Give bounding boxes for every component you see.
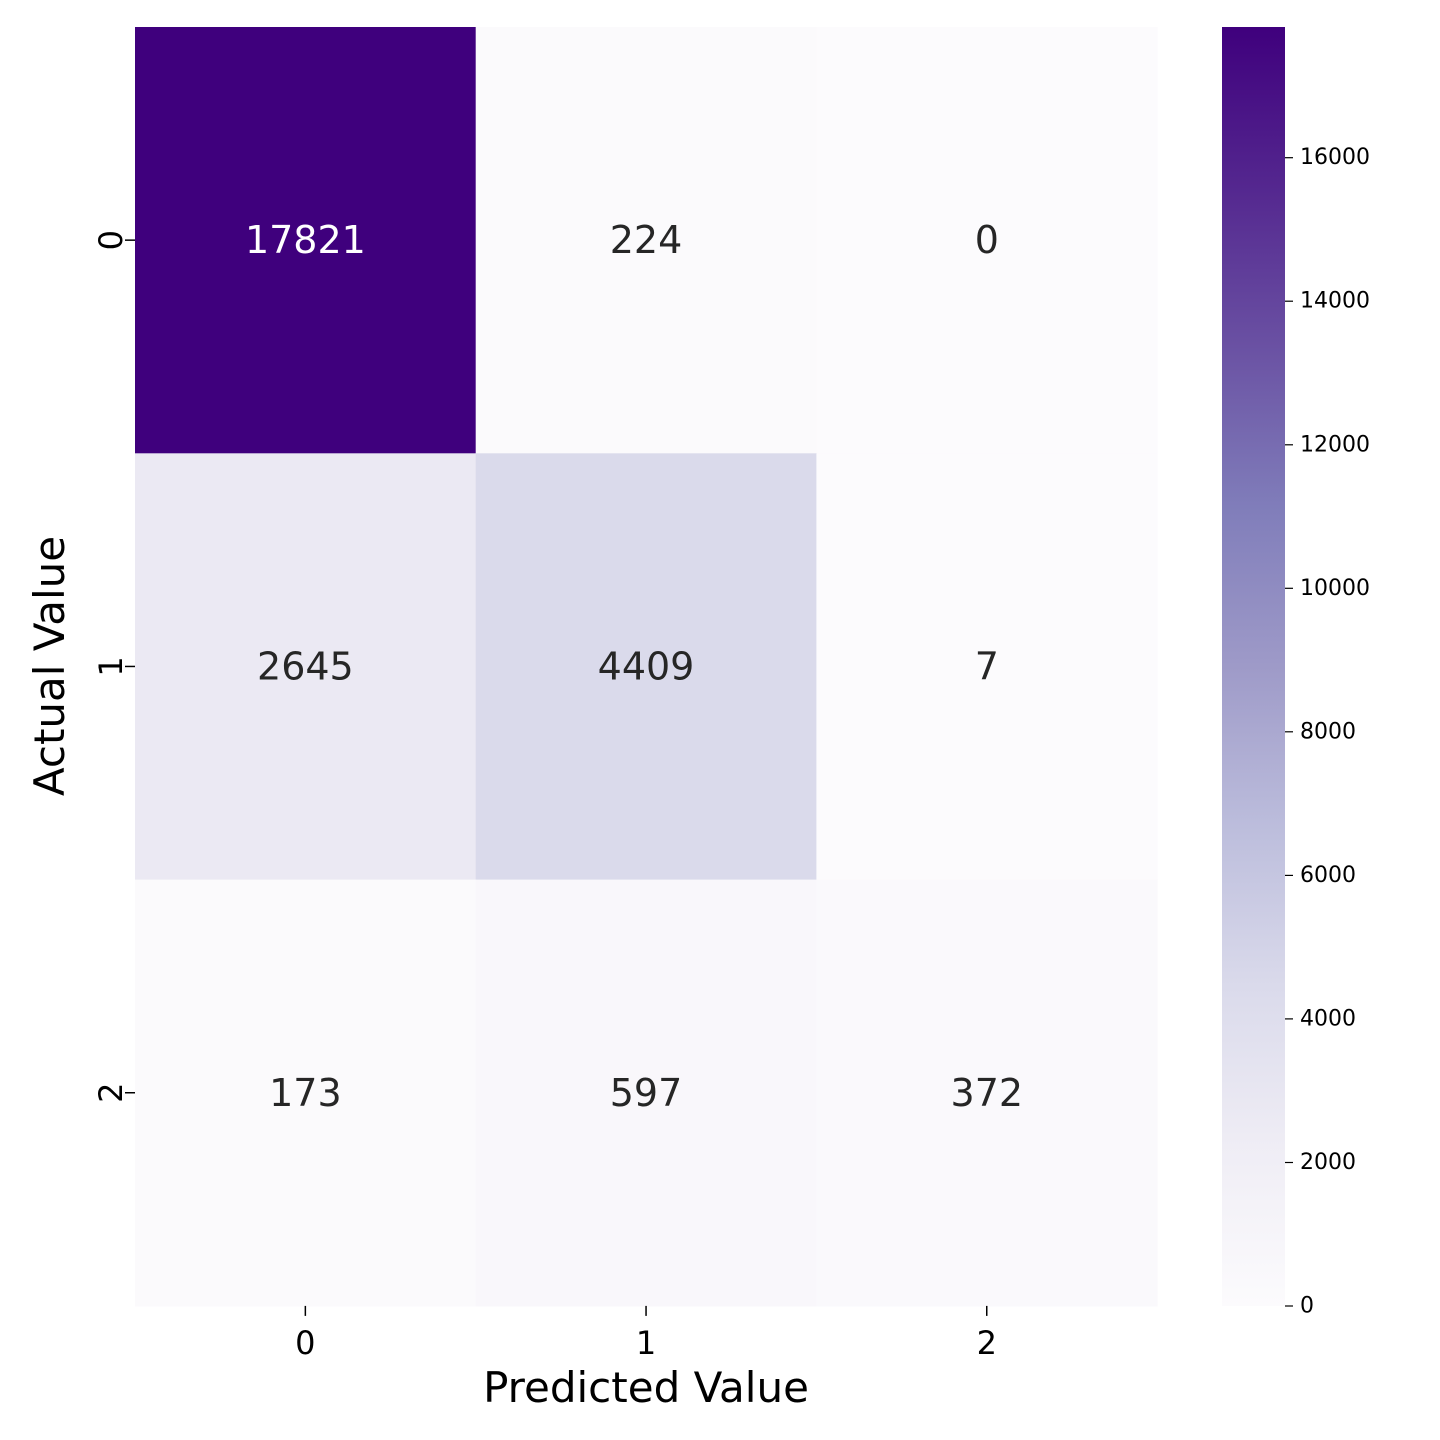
x-tick-label-0: 0 (295, 1324, 315, 1362)
y-axis-ticks: 0 1 2 (92, 230, 135, 1103)
colorbar-tick-label-1: 2000 (1300, 1150, 1356, 1175)
heatmap-cell-0-1 (475, 27, 817, 454)
colorbar-tick-label-3: 6000 (1300, 863, 1356, 888)
heatmap-cell-2-0 (135, 879, 477, 1307)
heatmap-cells (135, 27, 1158, 1307)
colorbar-gradient (1222, 27, 1285, 1306)
colorbar-tick-label-4: 8000 (1300, 719, 1356, 744)
cell-annotation-2-1: 597 (610, 1071, 683, 1115)
colorbar-tick-label-8: 16000 (1300, 145, 1370, 170)
heatmap-cell-2-2 (816, 879, 1158, 1307)
colorbar-tick-label-5: 10000 (1300, 576, 1370, 601)
cell-annotation-1-2: 7 (975, 645, 999, 689)
colorbar (1222, 27, 1285, 1306)
heatmap-cell-1-0 (135, 453, 477, 881)
colorbar-tick-label-6: 12000 (1300, 432, 1370, 457)
heatmap-cell-0-2 (816, 27, 1158, 454)
cell-annotation-0-1: 224 (610, 218, 683, 262)
heatmap-cell-1-2 (816, 453, 1158, 881)
cell-annotation-1-0: 2645 (257, 645, 354, 689)
heatmap-cell-0-0 (135, 27, 477, 454)
colorbar-tick-label-7: 14000 (1300, 289, 1370, 314)
heatmap-cell-1-1 (475, 453, 817, 881)
x-axis-label: Predicted Value (483, 1363, 809, 1412)
colorbar-tick-label-0: 0 (1300, 1294, 1314, 1319)
cell-annotation-0-2: 0 (975, 218, 999, 262)
cell-annotation-0-0: 17821 (245, 218, 366, 262)
y-tick-label-1: 1 (92, 656, 130, 676)
x-tick-label-1: 1 (636, 1324, 656, 1362)
colorbar-tick-label-2: 4000 (1300, 1006, 1356, 1031)
y-tick-label-0: 0 (92, 230, 130, 250)
y-tick-label-2: 2 (92, 1083, 130, 1103)
cell-annotation-2-0: 173 (269, 1071, 342, 1115)
cell-annotation-1-1: 4409 (598, 645, 695, 689)
cell-annotations: 17821 224 0 2645 4409 7 173 597 372 (245, 218, 1023, 1115)
colorbar-ticks: 0 2000 4000 6000 8000 10000 12000 14000 16000 (1285, 145, 1370, 1319)
x-axis-ticks: 0 1 2 (295, 1305, 997, 1362)
y-axis-label: Actual Value (25, 536, 74, 796)
x-tick-label-2: 2 (977, 1324, 997, 1362)
cell-annotation-2-2: 372 (951, 1071, 1024, 1115)
heatmap-cell-2-1 (475, 879, 817, 1307)
